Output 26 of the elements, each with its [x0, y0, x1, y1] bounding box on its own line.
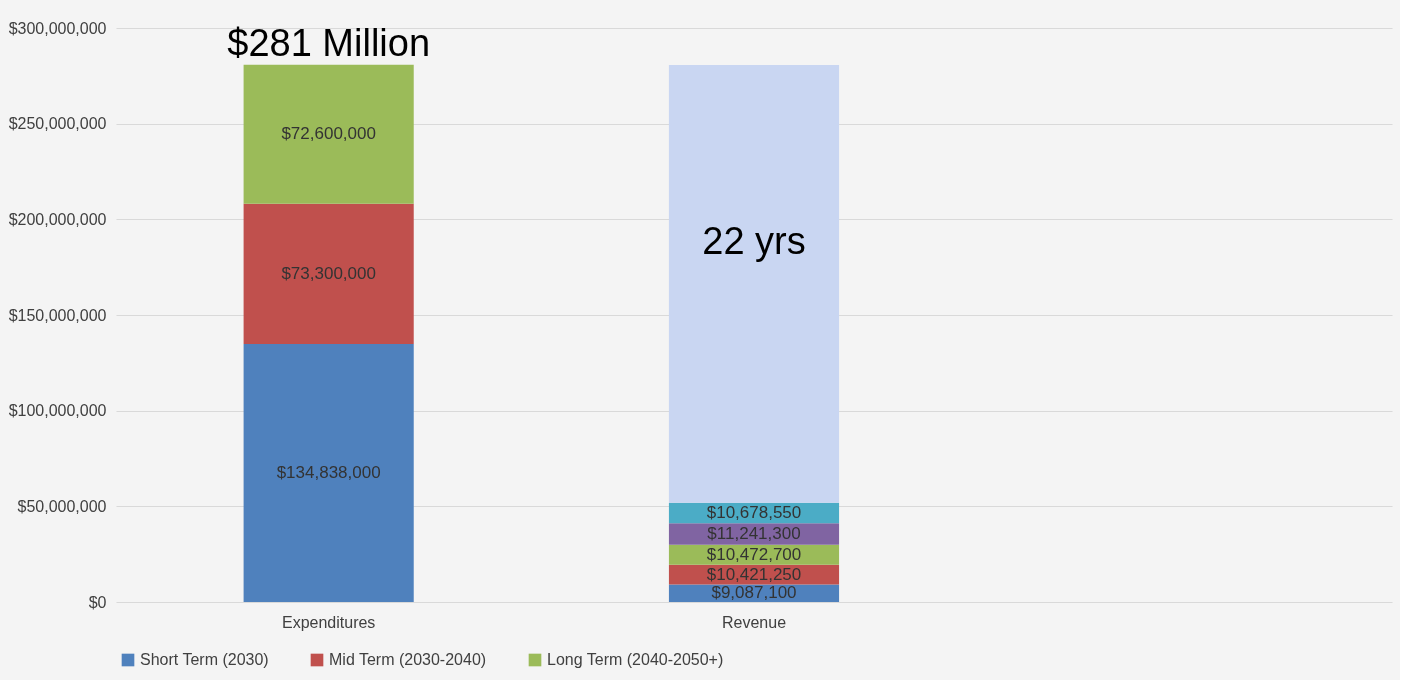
y-tick-label: $0 [88, 593, 107, 611]
data-label: $11,241,300 [707, 523, 801, 543]
data-label: $72,600,000 [281, 124, 376, 144]
data-label: $134,838,000 [276, 463, 381, 482]
bar [243, 203, 414, 345]
x-tick-label: Expenditures [281, 613, 376, 631]
bar [668, 64, 840, 503]
y-tick-label: $200,000,000 [8, 210, 107, 228]
annotation: 22 yrs [702, 219, 806, 262]
y-tick-label: $100,000,000 [8, 402, 107, 420]
data-label: $10,421,250 [706, 564, 802, 584]
y-tick-label: $250,000,000 [8, 115, 107, 133]
y-tick-label: $50,000,000 [17, 497, 107, 515]
legend-label: Short Term (2030) [140, 651, 269, 668]
legend-label: Mid Term (2030-2040) [329, 651, 487, 668]
x-tick-label: Revenue [721, 613, 787, 631]
annotation: $281 Million [227, 22, 431, 65]
bar [243, 64, 414, 204]
y-tick-label: $300,000,000 [8, 19, 107, 37]
data-label: $10,472,700 [706, 544, 802, 564]
data-label: $73,300,000 [281, 263, 376, 283]
y-tick-label: $150,000,000 [8, 306, 107, 324]
legend-label: Long Term (2040-2050+) [547, 651, 724, 668]
data-label: $9,087,100 [711, 583, 797, 603]
data-label: $10,678,550 [706, 502, 802, 522]
bar [243, 344, 414, 602]
